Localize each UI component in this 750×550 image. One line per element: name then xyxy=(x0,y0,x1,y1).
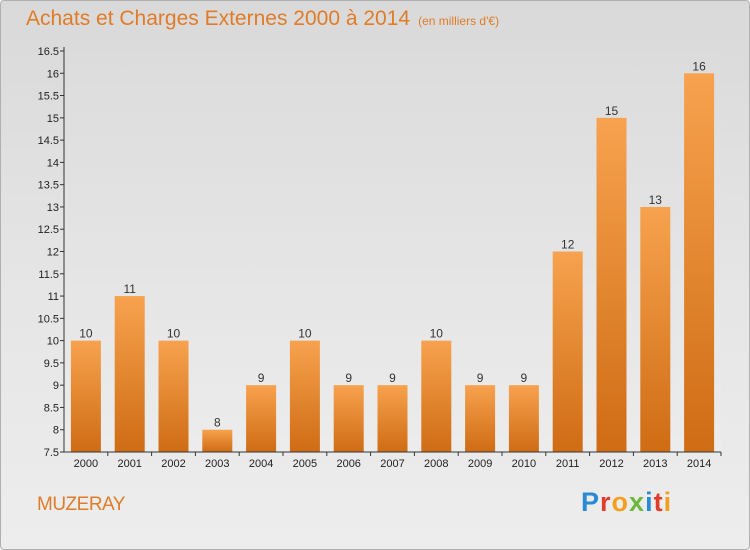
x-tick-label: 2012 xyxy=(599,458,623,470)
y-tick-label: 16.5 xyxy=(38,46,59,58)
y-tick-label: 14 xyxy=(47,157,59,169)
x-tick-label: 2014 xyxy=(687,458,711,470)
x-tick-label: 2009 xyxy=(468,458,492,470)
bar-value-label: 9 xyxy=(258,371,265,385)
logo-letter: r xyxy=(600,487,612,517)
bar-value-label: 11 xyxy=(123,282,136,296)
bar[interactable] xyxy=(333,385,364,452)
y-tick-label: 8 xyxy=(53,425,59,437)
bar-value-label: 10 xyxy=(430,327,444,341)
chart-title: Achats et Charges Externes 2000 à 2014 (e… xyxy=(26,7,499,31)
y-tick-label: 11.5 xyxy=(38,269,59,281)
bar[interactable] xyxy=(684,73,715,453)
y-tick-label: 15 xyxy=(47,113,59,125)
y-tick-label: 16 xyxy=(47,68,59,80)
bar[interactable] xyxy=(421,340,452,452)
bar-value-label: 10 xyxy=(79,327,93,341)
x-tick-label: 2002 xyxy=(161,458,185,470)
x-tick-label: 2013 xyxy=(643,458,667,470)
x-tick-label: 2004 xyxy=(249,458,273,470)
y-tick-label: 11 xyxy=(48,291,59,303)
x-tick-label: 2003 xyxy=(205,458,229,470)
bar[interactable] xyxy=(202,429,233,452)
bar[interactable] xyxy=(377,385,408,452)
y-tick-label: 13.5 xyxy=(38,180,59,192)
y-tick-label: 10 xyxy=(47,336,59,348)
bar[interactable] xyxy=(552,251,583,453)
bar-value-label: 13 xyxy=(649,193,663,207)
y-tick-label: 7.5 xyxy=(44,447,59,459)
bar[interactable] xyxy=(70,340,101,452)
logo-letter: P xyxy=(581,487,601,517)
bar[interactable] xyxy=(640,206,671,452)
bar-value-label: 8 xyxy=(214,416,221,430)
x-tick-label: 2008 xyxy=(424,458,448,470)
bar[interactable] xyxy=(114,296,145,452)
x-tick-label: 2010 xyxy=(512,458,536,470)
y-tick-label: 9.5 xyxy=(44,358,59,370)
bar-value-label: 12 xyxy=(561,238,575,252)
logo-letter: t xyxy=(653,487,664,517)
y-tick-label: 10.5 xyxy=(38,313,59,325)
y-tick-label: 13 xyxy=(47,202,59,214)
bar[interactable] xyxy=(508,385,539,452)
bar-value-label: 9 xyxy=(345,371,352,385)
bar-value-label: 9 xyxy=(389,371,396,385)
y-tick-label: 8.5 xyxy=(44,402,59,414)
bars: 10 11 10 8 9 10 9 9 10 9 9 12 15 13 16 xyxy=(70,59,715,453)
bar-value-label: 15 xyxy=(605,104,619,118)
logo-letter: i xyxy=(663,487,673,517)
x-tick-label: 2001 xyxy=(117,458,141,470)
x-tick-label: 2006 xyxy=(336,458,360,470)
y-tick-label: 9 xyxy=(53,380,59,392)
proxiti-logo[interactable]: Proxiti xyxy=(581,487,672,518)
logo-letter: o xyxy=(611,487,630,517)
bar[interactable] xyxy=(596,117,627,452)
x-tick-label: 2007 xyxy=(380,458,404,470)
y-tick-label: 12.5 xyxy=(38,224,59,236)
x-tick-label: 2005 xyxy=(293,458,317,470)
y-axis: 7.5 8 8.5 9 9.5 10 10.5 11 11.5 12 12.5 13 13.5 14 14.… xyxy=(38,46,65,459)
y-tick-label: 15.5 xyxy=(38,91,59,103)
bar-value-label: 9 xyxy=(521,371,528,385)
bar[interactable] xyxy=(289,340,320,452)
bar[interactable] xyxy=(158,340,189,452)
x-tick-label: 2000 xyxy=(74,458,98,470)
chart-title-text: Achats et Charges Externes 2000 à 2014 xyxy=(26,7,411,30)
bar-value-label: 10 xyxy=(298,327,312,341)
bar-value-label: 10 xyxy=(167,327,181,341)
bar[interactable] xyxy=(465,385,496,452)
y-tick-label: 12 xyxy=(47,247,59,259)
bar-value-label: 16 xyxy=(692,59,706,73)
x-axis: 2000 2001 2002 2003 2004 2005 2006 2007 2008 2009… xyxy=(64,451,722,470)
y-tick-label: 14.5 xyxy=(38,135,59,147)
logo-letter: x xyxy=(629,487,646,517)
x-tick-label: 2011 xyxy=(556,458,580,470)
logo-letter: i xyxy=(645,487,654,517)
bar-value-label: 9 xyxy=(477,371,484,385)
place-name: MUZERAY xyxy=(37,494,125,515)
chart-subtitle: (en milliers d'€) xyxy=(418,14,500,28)
bar[interactable] xyxy=(246,385,277,452)
